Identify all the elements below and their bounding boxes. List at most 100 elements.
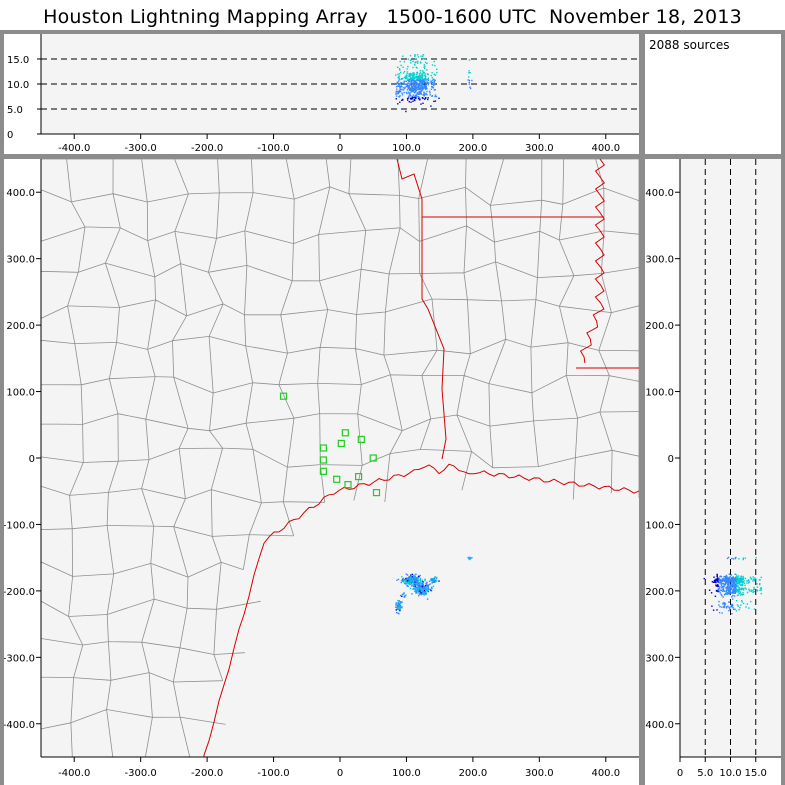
- source-point: [736, 583, 738, 585]
- source-point: [421, 84, 423, 86]
- source-point: [411, 80, 413, 82]
- source-point: [423, 79, 426, 81]
- source-point: [417, 577, 419, 579]
- source-point: [735, 556, 737, 559]
- source-point: [434, 576, 436, 578]
- source-point: [396, 604, 398, 606]
- source-point: [399, 91, 401, 93]
- x-tick-label: 300.0: [525, 143, 554, 154]
- source-point: [729, 578, 732, 580]
- source-point: [405, 581, 407, 583]
- source-point: [732, 607, 734, 609]
- source-point: [731, 613, 733, 615]
- source-point: [740, 599, 743, 602]
- source-point: [436, 68, 438, 70]
- source-point: [422, 93, 425, 96]
- source-point: [418, 83, 421, 86]
- frame-divider: [639, 30, 645, 785]
- source-point: [395, 609, 397, 611]
- source-point: [423, 84, 425, 86]
- source-point: [399, 604, 402, 607]
- source-point: [418, 93, 420, 95]
- source-point: [421, 82, 423, 85]
- source-point: [414, 580, 416, 582]
- source-point: [398, 73, 401, 75]
- source-point: [728, 580, 730, 582]
- source-point: [739, 607, 741, 609]
- source-point: [426, 81, 428, 83]
- source-point: [760, 593, 762, 595]
- source-point: [416, 75, 418, 78]
- source-point: [467, 79, 469, 81]
- source-point: [422, 81, 424, 83]
- source-point: [411, 86, 413, 89]
- source-point: [734, 608, 736, 610]
- source-point: [414, 84, 416, 87]
- source-point: [719, 592, 721, 594]
- source-point: [720, 589, 722, 591]
- source-point: [734, 585, 736, 587]
- source-point: [725, 582, 727, 585]
- source-point: [405, 91, 408, 94]
- source-point: [740, 584, 743, 586]
- source-point: [413, 88, 415, 91]
- source-point: [734, 580, 736, 583]
- source-point: [417, 575, 420, 577]
- source-point: [434, 79, 436, 81]
- source-point: [729, 591, 731, 593]
- source-point: [414, 77, 416, 80]
- source-point: [424, 578, 426, 581]
- source-point: [421, 579, 424, 581]
- page-title: Houston Lightning Mapping Array 1500-160…: [43, 6, 742, 28]
- source-point: [418, 90, 420, 92]
- source-point: [410, 98, 412, 100]
- source-point: [409, 579, 411, 581]
- source-point: [420, 589, 422, 591]
- source-point: [733, 582, 736, 584]
- source-point: [725, 574, 728, 577]
- source-point: [414, 588, 416, 590]
- source-point: [399, 609, 401, 611]
- x-tick-label: 0: [337, 768, 343, 779]
- source-point: [401, 593, 404, 596]
- source-point: [728, 601, 730, 603]
- source-point: [416, 589, 419, 591]
- y-tick-label: 300.0: [6, 255, 35, 266]
- source-point: [410, 576, 412, 578]
- source-point: [716, 585, 719, 587]
- source-point: [728, 586, 730, 589]
- source-point: [419, 587, 421, 589]
- source-point: [418, 584, 421, 586]
- source-point: [722, 586, 724, 588]
- source-point: [425, 81, 427, 83]
- source-point: [733, 595, 736, 597]
- source-point: [409, 84, 411, 87]
- source-point: [420, 77, 423, 79]
- source-point: [413, 75, 415, 78]
- source-point: [728, 587, 731, 590]
- source-point: [420, 587, 423, 589]
- source-point: [423, 81, 425, 83]
- source-point: [733, 590, 735, 592]
- source-point: [408, 96, 410, 98]
- source-point: [423, 87, 425, 89]
- source-point: [438, 97, 440, 99]
- source-point: [467, 556, 469, 559]
- source-point: [419, 70, 421, 72]
- source-point: [718, 600, 720, 603]
- source-point: [407, 578, 409, 580]
- source-point: [733, 587, 736, 589]
- source-point: [415, 589, 417, 591]
- source-point: [414, 55, 416, 58]
- source-point: [420, 584, 422, 587]
- source-point: [721, 594, 723, 597]
- source-point: [752, 578, 754, 580]
- source-point: [738, 589, 740, 591]
- source-point: [726, 577, 728, 579]
- source-point: [729, 585, 731, 587]
- source-point: [395, 606, 397, 608]
- source-point: [399, 608, 401, 610]
- source-point: [407, 79, 409, 82]
- source-point: [422, 71, 424, 74]
- source-point: [398, 607, 400, 609]
